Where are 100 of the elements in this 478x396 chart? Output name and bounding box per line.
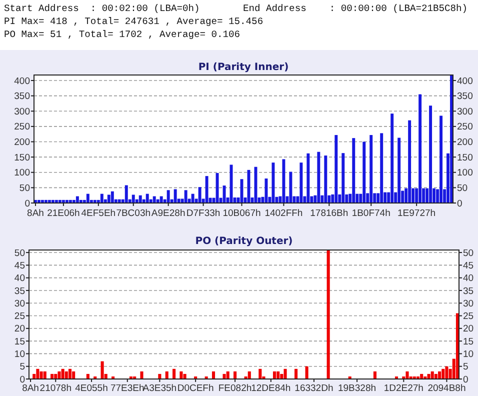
bar bbox=[43, 371, 46, 379]
y-tick-label: 35 bbox=[14, 286, 25, 297]
y-tick-label: 400 bbox=[14, 76, 30, 87]
y2-tick-label: 0 bbox=[463, 374, 468, 386]
y2-tick-label: 50 bbox=[457, 182, 468, 194]
bar bbox=[380, 133, 384, 203]
bar bbox=[72, 371, 76, 379]
bar bbox=[205, 176, 208, 203]
bar bbox=[58, 371, 61, 379]
bar bbox=[248, 371, 251, 379]
bar bbox=[172, 368, 176, 379]
bar bbox=[326, 250, 330, 379]
y-tick-label: 30 bbox=[14, 298, 25, 310]
bar bbox=[284, 368, 287, 379]
bar bbox=[342, 153, 345, 203]
bar bbox=[408, 120, 412, 203]
bar bbox=[222, 374, 226, 379]
bar bbox=[258, 368, 262, 379]
x-tick-label: 1D2E27h bbox=[384, 383, 424, 394]
bar bbox=[418, 94, 422, 203]
text: Start Address : 00:02:00 (LBA=0h) bbox=[4, 3, 200, 14]
bar bbox=[282, 159, 286, 203]
x-tick-label: FE082h bbox=[218, 383, 252, 394]
bar bbox=[100, 361, 104, 379]
x-tick-label: 12DE84h bbox=[251, 383, 291, 394]
bar bbox=[198, 187, 202, 203]
bar bbox=[429, 106, 432, 203]
bar bbox=[300, 162, 303, 203]
x-tick-label: 19B328h bbox=[338, 383, 376, 394]
y2-tick-label: 200 bbox=[457, 137, 473, 148]
bar bbox=[184, 190, 188, 203]
bar bbox=[234, 371, 237, 379]
bar bbox=[191, 194, 194, 203]
bar bbox=[212, 371, 216, 379]
chart-title: PO (Parity Outer) bbox=[195, 236, 293, 247]
bar bbox=[289, 172, 292, 203]
bar bbox=[222, 186, 226, 203]
bar bbox=[438, 371, 442, 379]
x-tick-label: 1B0F74h bbox=[352, 208, 390, 219]
bar bbox=[160, 196, 163, 203]
bar bbox=[174, 189, 177, 203]
bar bbox=[166, 190, 170, 203]
y-tick-label: 10 bbox=[14, 349, 25, 360]
x-tick-label: 10B067h bbox=[222, 208, 261, 219]
x-tick-label: 16332Dh bbox=[294, 383, 334, 394]
x-tick-label: D7F33h bbox=[186, 208, 220, 219]
y-tick-label: 300 bbox=[14, 106, 30, 118]
y2-tick-label: 350 bbox=[457, 91, 473, 102]
bar bbox=[40, 371, 43, 379]
bar bbox=[226, 371, 230, 379]
y2-tick-label: 40 bbox=[463, 273, 474, 284]
bar bbox=[306, 153, 310, 203]
y-tick-label: 45 bbox=[14, 260, 25, 272]
bar bbox=[324, 156, 328, 203]
bar bbox=[352, 138, 356, 203]
x-tick-label: 1402FFh bbox=[264, 208, 303, 219]
y2-tick-label: 5 bbox=[463, 362, 468, 373]
bar bbox=[146, 194, 149, 203]
x-tick-label: 8Ah bbox=[22, 383, 39, 394]
y2-tick-label: 300 bbox=[457, 106, 473, 118]
y2-tick-label: 100 bbox=[457, 168, 473, 179]
bar bbox=[406, 371, 409, 379]
bar bbox=[334, 135, 338, 203]
x-tick-label: 4EF5Eh bbox=[81, 208, 116, 219]
y2-tick-label: 25 bbox=[463, 311, 474, 322]
y2-tick-label: 45 bbox=[463, 260, 474, 272]
bar bbox=[86, 194, 90, 203]
y-tick-label: 150 bbox=[14, 152, 30, 164]
bar bbox=[442, 368, 445, 379]
text: PO Max= 51 , Total= 1702 , Average= 0.106 bbox=[4, 29, 240, 40]
x-tick-label: 8Ah bbox=[27, 208, 44, 219]
x-tick-label: 7BC03h bbox=[116, 208, 151, 219]
x-tick-label: 1E9727h bbox=[398, 208, 436, 219]
bar bbox=[272, 371, 276, 379]
bar bbox=[264, 178, 268, 203]
y-tick-label: 15 bbox=[14, 336, 25, 348]
bar bbox=[100, 194, 104, 203]
bar bbox=[427, 374, 430, 379]
y-tick-label: 25 bbox=[14, 311, 25, 322]
bar bbox=[317, 152, 320, 203]
x-tick-label: 17816Bh bbox=[310, 208, 348, 219]
bar bbox=[373, 371, 376, 379]
y2-tick-label: 20 bbox=[463, 324, 474, 335]
y-tick-label: 0 bbox=[20, 374, 25, 386]
bar bbox=[180, 371, 183, 379]
bar bbox=[430, 371, 434, 379]
bar bbox=[132, 194, 135, 203]
y2-tick-label: 30 bbox=[463, 298, 474, 310]
y-tick-label: 350 bbox=[14, 91, 30, 102]
bar bbox=[294, 368, 298, 379]
text: PI Max= 418 , Total= 247631 , Average= 15.456 bbox=[4, 16, 264, 27]
x-tick-label: 4E055h bbox=[75, 383, 108, 394]
bar bbox=[390, 114, 394, 203]
bar bbox=[362, 142, 366, 203]
bar bbox=[305, 366, 308, 379]
bar bbox=[61, 368, 64, 379]
y-tick-label: 50 bbox=[19, 182, 30, 194]
bar bbox=[64, 371, 68, 379]
y-tick-label: 40 bbox=[14, 273, 25, 284]
bar bbox=[68, 368, 72, 379]
